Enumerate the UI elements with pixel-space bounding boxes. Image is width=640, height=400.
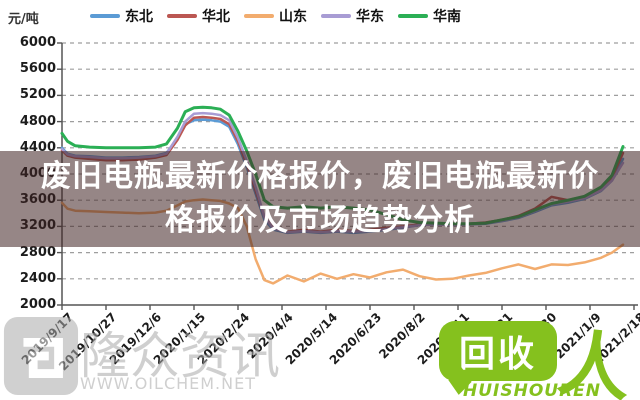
- watermark-oilchem: 隆众资讯 WWW.OILCHEM.NET: [0, 312, 300, 400]
- huishouren-bubble-icon: 回收: [439, 321, 557, 381]
- huishouren-caption: HUISHOUREN: [463, 381, 602, 400]
- legend-item-1: 华北: [167, 6, 230, 26]
- oilchem-spiral-logo-icon: [3, 317, 79, 395]
- y-axis-label: 4800: [19, 113, 56, 129]
- chart-legend: 东北 华北 山东 华东 华南: [90, 6, 461, 26]
- y-axis-label: 2800: [19, 244, 56, 260]
- legend-item-2: 山东: [244, 6, 307, 26]
- legend-swatch-icon: [244, 14, 274, 18]
- legend-swatch-icon: [321, 14, 351, 18]
- legend-item-3: 华东: [321, 6, 384, 26]
- y-axis-label: 2400: [19, 270, 56, 286]
- banner-title-line2: 格报价及市场趋势分析: [165, 203, 475, 238]
- legend-label: 东北: [125, 9, 153, 25]
- title-banner-overlay: 废旧电瓶最新价格报价，废旧电瓶最新价 格报价及市场趋势分析: [0, 151, 640, 247]
- watermark-huishouren: 回收 人 HUISHOUREN: [437, 313, 640, 400]
- y-axis-unit-label: 元/吨: [8, 12, 39, 27]
- legend-label: 华东: [356, 9, 384, 25]
- legend-label: 华北: [202, 9, 230, 25]
- oilchem-watermark-url: WWW.OILCHEM.NET: [80, 374, 256, 393]
- banner-title-line1: 废旧电瓶最新价格报价，废旧电瓶最新价: [41, 159, 599, 194]
- legend-item-0: 东北: [90, 6, 153, 26]
- huishouren-bubble-text: 回收: [458, 334, 537, 375]
- oilchem-watermark-name: 隆众资讯: [80, 327, 280, 385]
- y-axis-label: 6000: [19, 35, 56, 50]
- legend-label: 华南: [433, 9, 461, 25]
- legend-swatch-icon: [398, 14, 428, 18]
- y-axis-label: 5200: [19, 87, 56, 103]
- y-axis-label: 5600: [19, 61, 56, 77]
- legend-item-4: 华南: [398, 6, 461, 26]
- legend-swatch-icon: [90, 14, 120, 18]
- legend-swatch-icon: [167, 14, 197, 18]
- y-axis-label: 2000: [19, 297, 56, 312]
- legend-label: 山东: [279, 9, 307, 25]
